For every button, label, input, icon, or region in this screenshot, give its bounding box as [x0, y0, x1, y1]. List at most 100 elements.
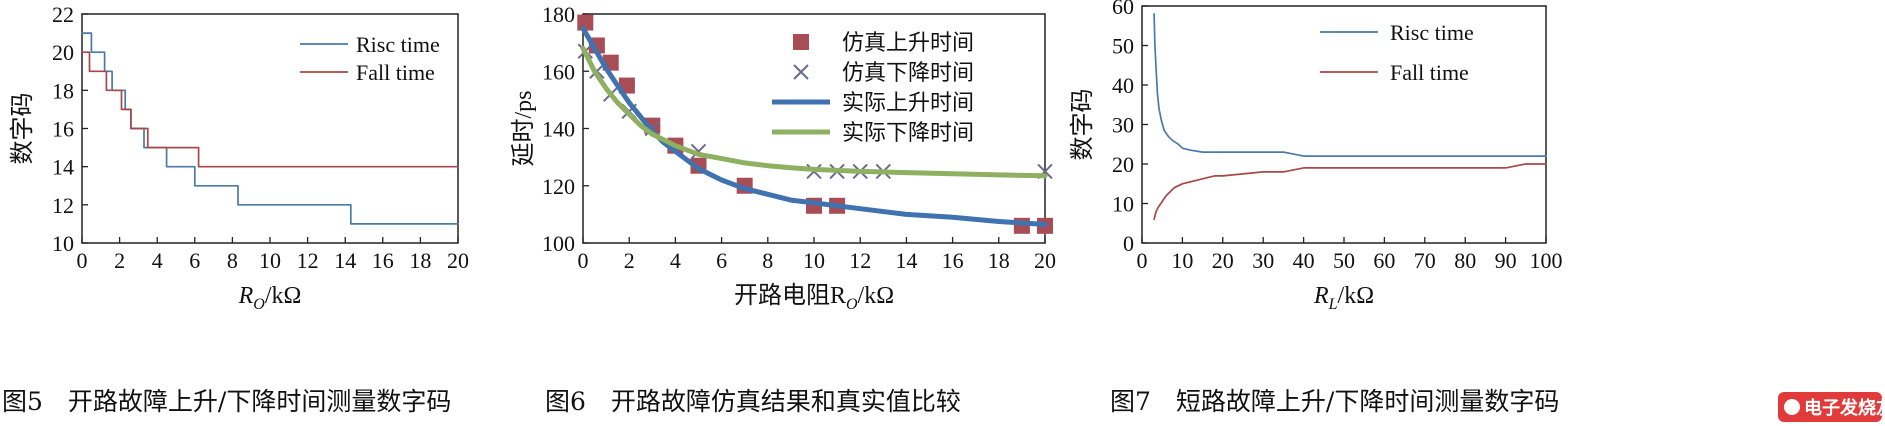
y-tick-label: 16: [52, 117, 74, 142]
x-tick-label: 60: [1373, 248, 1395, 273]
y-tick-label: 140: [542, 117, 575, 142]
x-axis-label: RO/kΩ: [238, 283, 302, 313]
legend-entry: 仿真上升时间: [793, 30, 974, 55]
x-tick-label: 16: [942, 248, 964, 273]
y-tick-label: 10: [1112, 192, 1134, 217]
y-tick-label: 20: [52, 40, 74, 65]
legend-label: 实际下降时间: [842, 120, 974, 145]
x-tick-label: 4: [152, 248, 163, 273]
legend-entry: Risc time: [1320, 20, 1474, 45]
x-tick-label: 70: [1414, 248, 1436, 273]
x-tick-label: 16: [372, 248, 394, 273]
x-tick-label: 14: [334, 248, 356, 273]
x-tick-label: 40: [1293, 248, 1315, 273]
series-line-1: [1153, 13, 1547, 157]
legend-entry: 实际上升时间: [772, 90, 974, 115]
y-tick-label: 60: [1112, 0, 1134, 19]
legend-square-marker: [793, 34, 809, 50]
y-tick-label: 18: [52, 78, 74, 103]
watermark-text: 电子发烧友: [1804, 397, 1885, 419]
chart-7: 0 10 20 30 40 50 60 70 80 90 100 0 10 20 30 40 50 60 RL/kΩ…: [1069, 0, 1563, 416]
y-tick-label: 180: [542, 2, 575, 27]
watermark-logo-icon: [1784, 399, 1800, 415]
y-axis-label: 延时/ps: [510, 90, 537, 166]
x-axis-label-main: 开路电阻R: [734, 282, 846, 309]
y-tick-label: 100: [542, 231, 575, 256]
legend-label: Fall time: [356, 60, 435, 85]
x-tick-label: 14: [895, 248, 917, 273]
x-tick-label: 6: [716, 248, 727, 273]
x-tick-label: 2: [624, 248, 635, 273]
legend-label: Risc time: [1390, 20, 1474, 45]
chart-6: 0 2 4 6 8 10 12 14 16 18 20 100 120 140 160 180 开路电阻RO/k…: [510, 2, 1056, 416]
x-axis-label-unit: /kΩ: [265, 283, 302, 309]
x-tick-label: 10: [259, 248, 281, 273]
y-tick-label: 120: [542, 174, 575, 199]
x-tick-label: 6: [189, 248, 200, 273]
x-tick-label: 12: [849, 248, 871, 273]
x-axis-label-subscript: O: [253, 296, 265, 313]
y-tick-label: 10: [52, 231, 74, 256]
x-axis-label-main: R: [1313, 283, 1329, 309]
legend-cross-marker: [793, 64, 809, 80]
y-tick-label: 0: [1123, 231, 1134, 256]
x-tick-label: 18: [988, 248, 1010, 273]
legend-label: 仿真下降时间: [842, 60, 974, 85]
x-tick-label: 4: [670, 248, 681, 273]
figure-caption: 图5 开路故障上升/下降时间测量数字码: [2, 387, 451, 416]
watermark-background: [1778, 392, 1882, 422]
y-tick-label: 12: [52, 193, 74, 218]
y-axis-label: 数字码: [1069, 89, 1096, 161]
y-tick-label: 30: [1112, 113, 1134, 138]
y-tick-label: 22: [52, 2, 74, 27]
x-tick-label: 30: [1252, 248, 1274, 273]
plot-frame: [1141, 5, 1547, 244]
legend-entry: 仿真下降时间: [793, 60, 974, 85]
x-axis-label: 开路电阻RO/kΩ: [734, 282, 894, 313]
y-tick-label: 40: [1112, 73, 1134, 98]
y-tick-label: 14: [52, 155, 74, 180]
x-tick-label: 90: [1495, 248, 1517, 273]
legend-entry: 实际下降时间: [772, 120, 974, 145]
series-line-4: [580, 45, 1048, 179]
y-tick-label: 50: [1112, 34, 1134, 59]
legend-entry: Fall time: [1320, 60, 1469, 85]
chart-5: 0 2 4 6 8 10 12 14 16 18 20 10 12 14 16 18 20 22 RO/kΩ 数字码图…: [2, 2, 469, 416]
legend-entry: Risc time: [300, 32, 440, 57]
series-line-3: [580, 25, 1048, 227]
legend-label: Fall time: [1390, 60, 1469, 85]
x-axis-label: RL/kΩ: [1313, 283, 1374, 313]
legend-entry: Fall time: [300, 60, 435, 85]
x-axis-label-main: R: [238, 283, 254, 309]
y-tick-label: 160: [542, 59, 575, 84]
y-axis-label: 数字码: [9, 93, 36, 165]
x-tick-label: 20: [1034, 248, 1056, 273]
x-tick-label: 10: [803, 248, 825, 273]
x-tick-label: 50: [1333, 248, 1355, 273]
legend-label: 实际上升时间: [842, 90, 974, 115]
x-tick-label: 0: [77, 248, 88, 273]
figure-caption: 图7 短路故障上升/下降时间测量数字码: [1110, 387, 1559, 416]
x-axis-label-unit: /kΩ: [858, 283, 895, 309]
watermark-badge: 电子发烧友: [1778, 392, 1885, 422]
y-tick-label: 20: [1112, 152, 1134, 177]
x-tick-label: 20: [447, 248, 469, 273]
x-tick-label: 12: [297, 248, 319, 273]
x-axis-label-subscript: L: [1328, 296, 1338, 313]
x-axis-label-unit: /kΩ: [1338, 283, 1375, 309]
x-tick-label: 2: [114, 248, 125, 273]
x-tick-label: 8: [227, 248, 238, 273]
x-tick-label: 0: [1137, 248, 1148, 273]
legend-label: 仿真上升时间: [842, 30, 974, 55]
x-tick-label: 8: [762, 248, 773, 273]
x-tick-label: 10: [1171, 248, 1193, 273]
x-tick-label: 100: [1530, 248, 1563, 273]
x-tick-label: 20: [1212, 248, 1234, 273]
x-tick-label: 80: [1454, 248, 1476, 273]
series-line-2: [81, 51, 459, 168]
x-tick-label: 0: [578, 248, 589, 273]
series-line-2: [1153, 163, 1547, 221]
x-axis-label-subscript: O: [846, 296, 858, 313]
x-tick-label: 18: [409, 248, 431, 273]
